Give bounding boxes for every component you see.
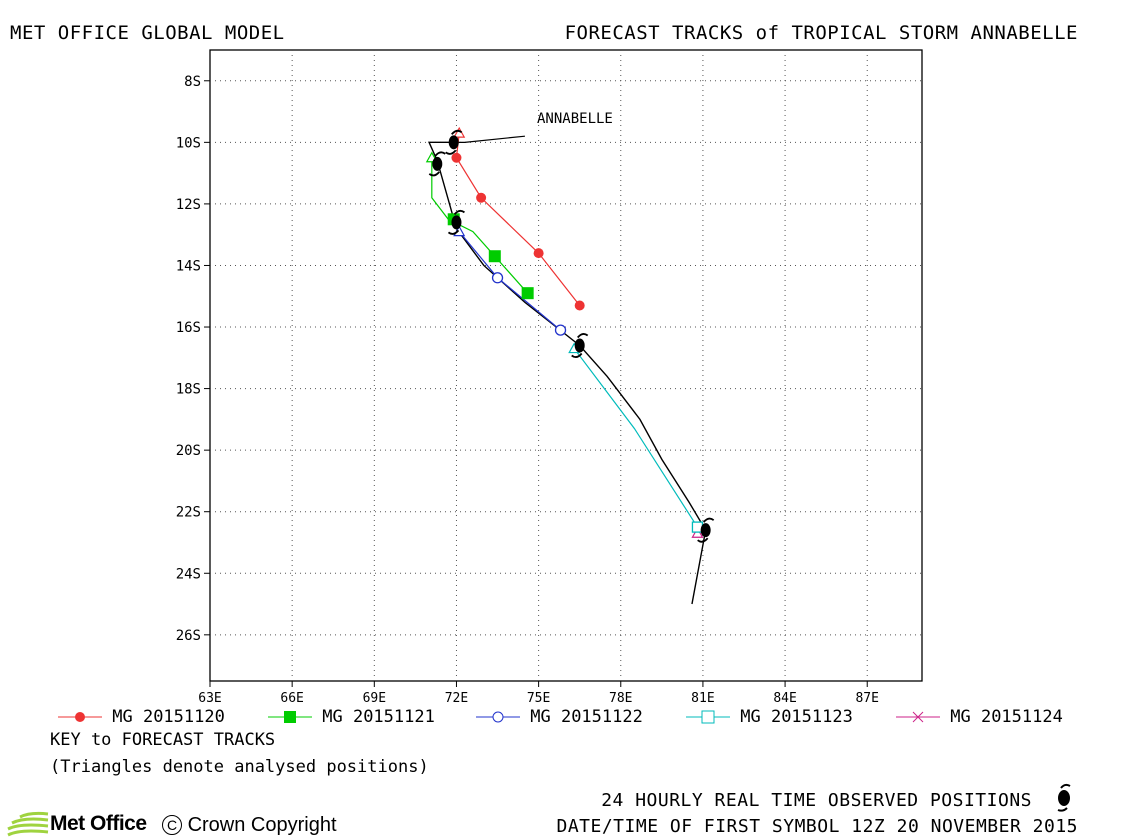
- observed-cyclone-symbol: [571, 333, 589, 358]
- cyclone-symbol-arm: [434, 151, 446, 157]
- y-tick-label: 22S: [176, 505, 201, 521]
- observed-cyclone-symbol: [445, 129, 463, 155]
- legend-green-filled-square-icon: [268, 711, 312, 723]
- met-office-logo-icon: [7, 811, 49, 837]
- markers: [425, 126, 715, 543]
- legend-blue-open-circle-icon: [476, 711, 520, 723]
- forecast-point-marker: [533, 248, 544, 259]
- y-tick-label: 16S: [176, 320, 201, 336]
- cyclone-symbol-arm: [447, 229, 460, 235]
- cyclone-symbol-arm: [577, 333, 589, 339]
- triangles-note: (Triangles denote analysed positions): [50, 757, 429, 777]
- legend-label: MG 20151123: [740, 707, 853, 727]
- legend-item-20151124: MG 20151124: [896, 707, 1063, 727]
- y-axis-ticks: 8S 10S 12S 14S 16S 18S 20S 22S 24S 26S: [176, 74, 210, 644]
- observed-cyclone-symbol: [697, 517, 715, 543]
- y-tick-label: 12S: [176, 197, 201, 213]
- cyclone-symbol-body: [451, 215, 462, 230]
- x-tick-label: 81E: [691, 691, 714, 706]
- observed-cyclone-symbol: [447, 209, 466, 235]
- cyclone-symbol-body: [700, 523, 711, 538]
- legend-item-20151122: MG 20151122: [476, 707, 643, 727]
- x-axis-ticks: 63E 66E 69E 72E 75E 78E 81E 84E 87E: [198, 681, 879, 706]
- legend-label: MG 20151122: [530, 707, 643, 727]
- observed-cyclone-symbol: [428, 151, 446, 177]
- cyclone-symbol-arm: [702, 517, 715, 523]
- copyright-symbol-icon: C: [162, 815, 182, 835]
- y-tick-label: 14S: [176, 258, 201, 274]
- legend-label: MG 20151120: [112, 707, 225, 727]
- y-tick-label: 26S: [176, 628, 201, 644]
- copyright: C Crown Copyright: [162, 814, 337, 837]
- cyclone-symbol-icon: [1057, 783, 1071, 812]
- y-tick-label: 24S: [176, 566, 201, 582]
- cyclone-symbol-body: [574, 338, 585, 353]
- cyclone-symbol-arm: [697, 537, 709, 543]
- forecast-point-marker: [488, 250, 501, 263]
- legend-label: MG 20151121: [322, 707, 435, 727]
- key-title: KEY to FORECAST TRACKS: [50, 730, 276, 750]
- forecast-point-marker: [476, 192, 487, 203]
- legend-magenta-cross-icon: [896, 711, 940, 723]
- legend-item-20151121: MG 20151121: [268, 707, 435, 727]
- forecast-point-marker: [554, 324, 567, 336]
- forecast-point-marker: [451, 152, 462, 163]
- legend-item-20151120: MG 20151120: [58, 707, 225, 727]
- datetime-note: DATE/TIME OF FIRST SYMBOL 12Z 20 NOVEMBE…: [556, 816, 1078, 837]
- forecast-point-marker: [521, 287, 534, 300]
- cyclone-symbol-body: [448, 135, 459, 150]
- cyclone-symbol-arm: [571, 352, 583, 358]
- forecast-point-marker: [491, 272, 504, 284]
- y-tick-label: 18S: [176, 382, 201, 398]
- legend-cyan-open-square-icon: [686, 710, 730, 724]
- storm-label-leader-line: [456, 135, 525, 143]
- header-right-title: FORECAST TRACKS of TROPICAL STORM ANNABE…: [564, 22, 1078, 44]
- cyclone-symbol-arm: [445, 149, 457, 155]
- legend-item-20151123: MG 20151123: [686, 707, 853, 727]
- x-tick-label: 78E: [609, 691, 632, 706]
- grid: [210, 50, 922, 681]
- cyclone-symbol-arm: [451, 129, 463, 135]
- legend-red-filled-circle-icon: [58, 712, 102, 722]
- storm-label: ANNABELLE: [537, 111, 613, 127]
- plot-frame: [209, 49, 923, 682]
- cyclone-symbol-arm: [428, 171, 440, 177]
- observed-positions-note: 24 HOURLY REAL TIME OBSERVED POSITIONS: [601, 790, 1032, 811]
- cyclone-symbol-body: [432, 156, 443, 171]
- x-tick-label: 72E: [445, 691, 468, 706]
- x-tick-label: 63E: [198, 691, 221, 706]
- copyright-text: Crown Copyright: [187, 814, 337, 836]
- x-tick-label: 66E: [280, 691, 303, 706]
- y-tick-label: 8S: [184, 74, 201, 90]
- y-tick-label: 10S: [176, 135, 201, 151]
- x-tick-label: 75E: [527, 691, 550, 706]
- y-tick-label: 20S: [176, 443, 201, 459]
- x-tick-label: 69E: [363, 691, 386, 706]
- x-tick-label: 84E: [773, 691, 796, 706]
- legend-label: MG 20151124: [950, 707, 1063, 727]
- forecast-point-marker: [574, 300, 585, 311]
- x-tick-label: 87E: [855, 691, 878, 706]
- analysed-position-triangle: [453, 126, 466, 138]
- cyclone-symbol-arm: [453, 209, 466, 215]
- analysed-position-triangle: [691, 527, 704, 538]
- forecast-track-line-3: [573, 348, 698, 528]
- met-office-logo-text: Met Office: [50, 812, 147, 835]
- header-left-title: MET OFFICE GLOBAL MODEL: [10, 22, 285, 44]
